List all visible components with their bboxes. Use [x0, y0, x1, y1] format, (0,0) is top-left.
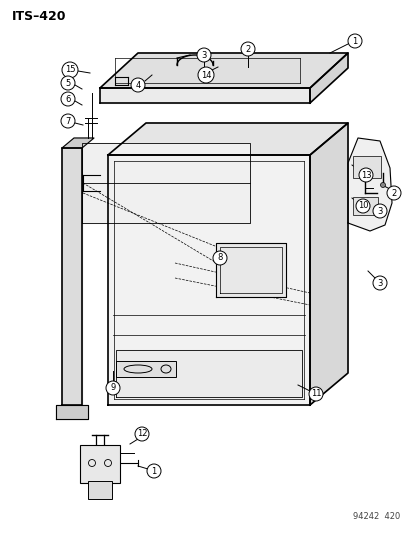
Circle shape: [372, 204, 386, 218]
Polygon shape: [62, 138, 94, 148]
Text: 10: 10: [357, 201, 367, 211]
Circle shape: [308, 387, 322, 401]
Polygon shape: [100, 53, 347, 88]
Circle shape: [131, 78, 145, 92]
Text: 3: 3: [201, 51, 206, 60]
Text: 12: 12: [136, 430, 147, 439]
Circle shape: [372, 276, 386, 290]
Polygon shape: [309, 123, 347, 405]
Text: 1: 1: [351, 36, 357, 45]
Polygon shape: [100, 88, 309, 103]
Polygon shape: [216, 243, 285, 297]
Polygon shape: [56, 405, 88, 419]
Text: 9: 9: [110, 384, 115, 392]
Text: 2: 2: [245, 44, 250, 53]
Circle shape: [355, 199, 369, 213]
Circle shape: [61, 76, 75, 90]
Circle shape: [147, 464, 161, 478]
Circle shape: [62, 62, 78, 78]
Circle shape: [358, 168, 372, 182]
Circle shape: [61, 92, 75, 106]
Polygon shape: [347, 138, 391, 231]
Text: ITS–420: ITS–420: [12, 10, 66, 23]
Text: 14: 14: [200, 70, 211, 79]
Bar: [352, 156, 380, 178]
Text: 3: 3: [376, 206, 382, 215]
Bar: [80, 445, 120, 483]
Text: 13: 13: [360, 171, 370, 180]
Text: 11: 11: [310, 390, 320, 399]
Circle shape: [197, 48, 211, 62]
Text: 15: 15: [64, 66, 75, 75]
Text: 8: 8: [217, 254, 222, 262]
Text: 1: 1: [151, 466, 156, 475]
Circle shape: [197, 67, 214, 83]
Bar: [116, 361, 176, 377]
Bar: [352, 197, 377, 215]
Polygon shape: [82, 143, 249, 223]
Circle shape: [212, 251, 226, 265]
Circle shape: [380, 182, 385, 188]
Text: 7: 7: [65, 117, 71, 125]
Text: 2: 2: [390, 189, 396, 198]
Circle shape: [386, 186, 400, 200]
Polygon shape: [108, 155, 309, 405]
Bar: [88, 481, 112, 499]
Circle shape: [135, 427, 149, 441]
Text: 3: 3: [376, 279, 382, 287]
Circle shape: [240, 42, 254, 56]
Polygon shape: [62, 148, 82, 405]
Circle shape: [347, 34, 361, 48]
Text: 6: 6: [65, 94, 71, 103]
Polygon shape: [309, 53, 347, 103]
Circle shape: [106, 381, 120, 395]
Text: 5: 5: [65, 78, 71, 87]
Text: 4: 4: [135, 80, 140, 90]
Polygon shape: [108, 123, 347, 155]
Text: 94242  420: 94242 420: [352, 512, 399, 521]
Polygon shape: [116, 350, 301, 397]
Circle shape: [61, 114, 75, 128]
